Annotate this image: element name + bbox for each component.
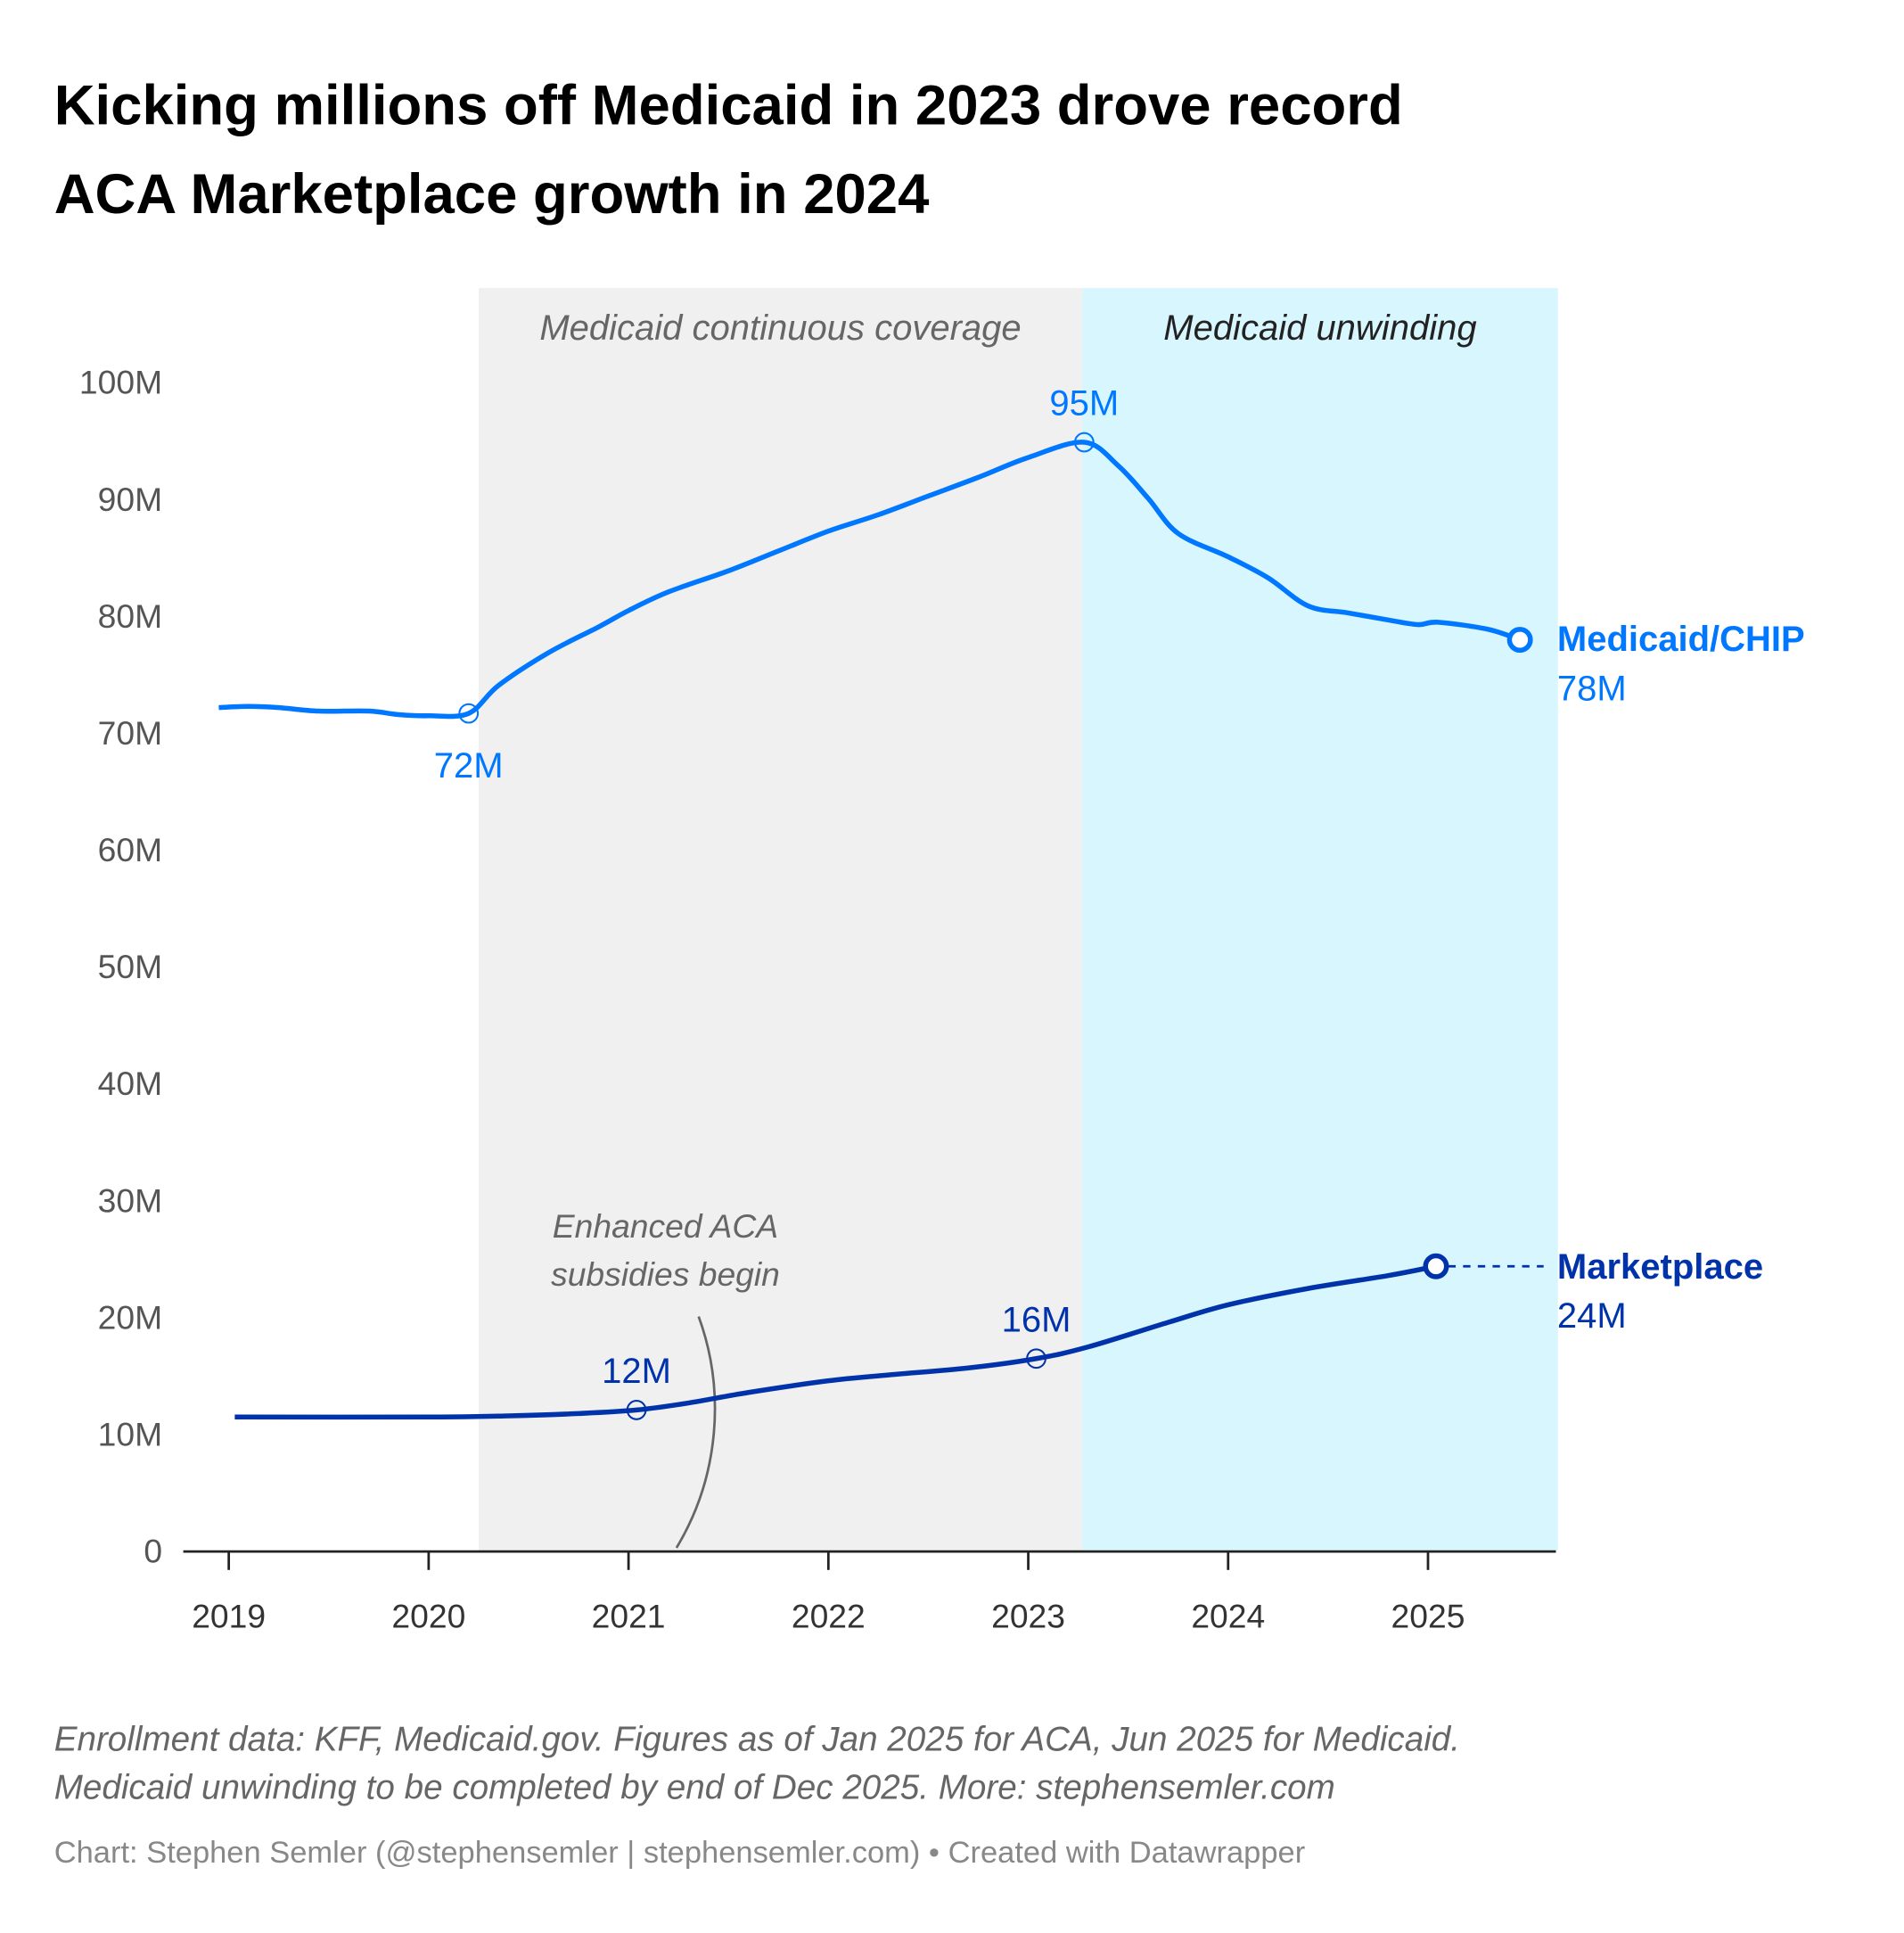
annotation-value-label: 95M — [1049, 384, 1119, 424]
series-end-value-label: 24M — [1557, 1296, 1627, 1336]
band-label-1: Medicaid unwinding — [1163, 308, 1476, 348]
annotation-value-label: 16M — [1002, 1300, 1071, 1339]
annotation-point — [1026, 1348, 1046, 1370]
y-tick-label: 50M — [98, 948, 162, 985]
annotation-point — [1073, 432, 1095, 453]
footnote-line-2: Medicaid unwinding to be completed by en… — [54, 1768, 1335, 1806]
series-line-1 — [234, 1263, 1437, 1420]
y-tick-label: 10M — [98, 1415, 162, 1452]
chart-title-line-2: ACA Marketplace growth in 2024 — [54, 163, 930, 226]
series-end-value-label: 78M — [1557, 669, 1627, 708]
footnote-line-1: Enrollment data: KFF, Medicaid.gov. Figu… — [54, 1721, 1460, 1759]
band-0 — [478, 288, 1083, 1551]
annotation-value-label: 72M — [434, 746, 504, 786]
x-tick-label: 2023 — [991, 1598, 1065, 1635]
x-tick-label: 2021 — [592, 1598, 666, 1635]
credit-line: Chart: Stephen Semler (@stephensemler | … — [54, 1836, 1305, 1870]
annotation-text-line-1: Enhanced ACA — [553, 1207, 778, 1245]
band-label-0: Medicaid continuous coverage — [539, 308, 1021, 348]
y-tick-label: 70M — [98, 714, 162, 752]
annotation-point — [458, 703, 480, 724]
series-name-label: Marketplace — [1557, 1247, 1763, 1287]
annotation-connector — [675, 1316, 717, 1549]
series-line-0 — [218, 440, 1522, 720]
chart-title-line-1: Kicking millions off Medicaid in 2023 dr… — [54, 74, 1403, 136]
x-tick-label: 2025 — [1391, 1598, 1465, 1635]
y-tick-label: 100M — [79, 364, 162, 401]
annotation-point — [626, 1400, 647, 1420]
annotation-text-line-2: subsidies begin — [551, 1255, 780, 1293]
series-end-marker — [1506, 627, 1533, 654]
series-end-marker — [1423, 1253, 1449, 1279]
y-tick-label: 80M — [98, 597, 162, 635]
y-tick-label: 60M — [98, 831, 162, 868]
x-tick-label: 2024 — [1191, 1598, 1265, 1635]
x-tick-label: 2020 — [391, 1598, 465, 1635]
y-tick-label: 20M — [98, 1298, 162, 1336]
y-tick-label: 90M — [98, 481, 162, 518]
x-tick-label: 2019 — [192, 1598, 266, 1635]
band-1 — [1082, 288, 1558, 1551]
y-tick-label: 40M — [98, 1065, 162, 1102]
annotation-value-label: 12M — [602, 1352, 671, 1391]
x-tick-label: 2022 — [792, 1598, 866, 1635]
series-name-label: Medicaid/CHIP — [1557, 620, 1805, 659]
y-tick-label: 30M — [98, 1181, 162, 1219]
y-tick-label: 0 — [144, 1533, 162, 1570]
